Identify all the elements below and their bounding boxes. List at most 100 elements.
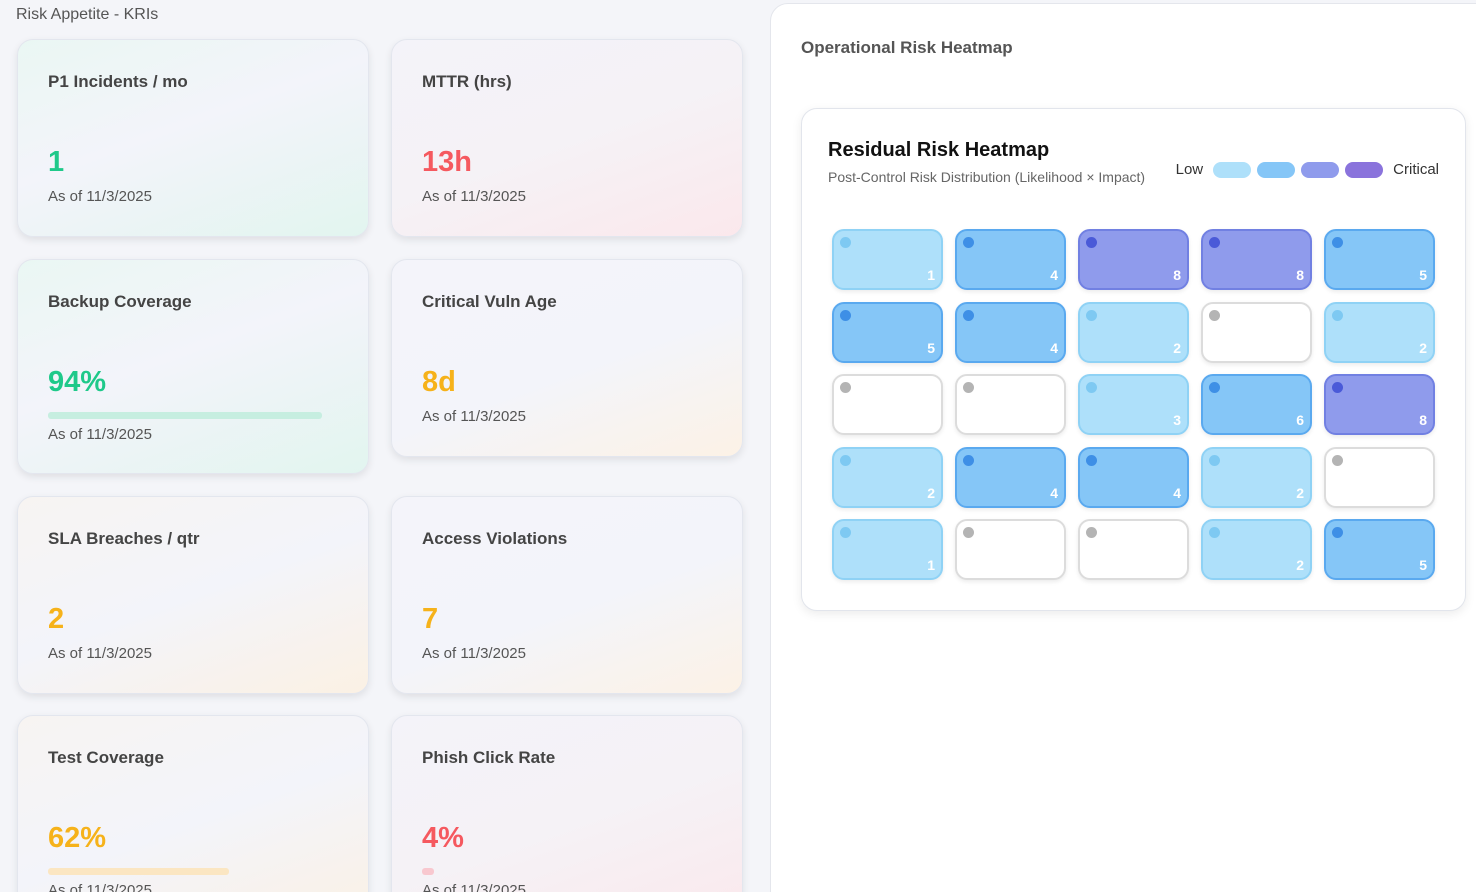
cell-indicator-dot — [1209, 309, 1220, 321]
cell-indicator-dot — [1086, 309, 1097, 321]
kri-as-of: As of 11/3/2025 — [422, 645, 526, 662]
cell-indicator-dot — [840, 382, 851, 393]
heatmap-cell-r3-c3[interactable]: 3 — [1078, 374, 1189, 435]
cell-indicator-dot — [1086, 527, 1097, 538]
cell-count: 2 — [1419, 339, 1427, 356]
kri-card-p1-incidents[interactable]: P1 Incidents / mo 1 As of 11/3/2025 — [17, 39, 369, 237]
heatmap-subtitle: Post-Control Risk Distribution (Likeliho… — [828, 169, 1146, 185]
cell-count: 3 — [1173, 412, 1181, 428]
cell-count: 8 — [1419, 412, 1427, 428]
cell-indicator-dot — [963, 309, 974, 321]
kri-card-critical-vuln-age[interactable]: Critical Vuln Age 8d As of 11/3/2025 — [391, 259, 743, 457]
cell-count: 4 — [1050, 267, 1058, 283]
cell-count: 4 — [1050, 339, 1058, 356]
heatmap-cell-r3-c1[interactable] — [832, 374, 943, 435]
cell-indicator-dot — [1332, 309, 1343, 321]
kri-card-access-violations[interactable]: Access Violations 7 As of 11/3/2025 — [391, 496, 743, 694]
heatmap-cell-r2-c3[interactable]: 2 — [1078, 301, 1189, 363]
kri-label: P1 Incidents / mo — [48, 72, 188, 91]
legend-swatch-3 — [1301, 161, 1340, 178]
heatmap-cell-r4-c5[interactable] — [1324, 446, 1435, 508]
heatmap-cell-r1-c1[interactable]: 1 — [832, 229, 943, 290]
heatmap-cell-r3-c2[interactable] — [955, 374, 1066, 435]
heatmap-cell-r1-c5[interactable]: 5 — [1324, 229, 1435, 290]
legend-high-label: Critical — [1393, 161, 1439, 178]
cell-indicator-dot — [1209, 454, 1220, 466]
cell-count: 2 — [1296, 484, 1304, 501]
heatmap-cell-r1-c4[interactable]: 8 — [1201, 229, 1312, 290]
heatmap-cell-r2-c4[interactable] — [1201, 301, 1312, 363]
heatmap-card: Residual Risk Heatmap Post-Control Risk … — [801, 108, 1466, 611]
cell-count: 2 — [1173, 339, 1181, 356]
cell-indicator-dot — [840, 309, 851, 321]
kri-value: 4% — [422, 822, 464, 854]
kri-label: Backup Coverage — [48, 292, 192, 311]
legend-swatch-4 — [1345, 161, 1384, 178]
kri-label: Access Violations — [422, 529, 568, 548]
heatmap-cell-r1-c2[interactable]: 4 — [955, 229, 1066, 290]
cell-count: 5 — [1419, 557, 1427, 573]
heatmap-cell-r2-c1[interactable]: 5 — [832, 301, 943, 363]
kri-value: 7 — [422, 603, 439, 635]
cell-count: 5 — [927, 339, 935, 356]
kri-as-of: As of 11/3/2025 — [48, 188, 152, 205]
heatmap-title: Residual Risk Heatmap — [828, 139, 1050, 161]
cell-count: 8 — [1173, 267, 1181, 283]
cell-count: 1 — [927, 267, 935, 283]
kri-as-of: As of 11/3/2025 — [48, 426, 152, 443]
kri-label: SLA Breaches / qtr — [48, 529, 200, 548]
kri-value: 13h — [422, 146, 472, 178]
kri-as-of: As of 11/3/2025 — [422, 882, 526, 892]
kri-card-test-coverage[interactable]: Test Coverage 62% As of 11/3/2025 — [17, 715, 369, 892]
heatmap-legend: Low Critical — [1176, 161, 1439, 178]
kri-card-backup-coverage[interactable]: Backup Coverage 94% As of 11/3/2025 — [17, 259, 369, 474]
kri-label: Test Coverage — [48, 748, 164, 767]
heatmap-cell-r5-c1[interactable]: 1 — [832, 519, 943, 580]
panel-title: Operational Risk Heatmap — [801, 38, 1013, 57]
cell-indicator-dot — [963, 382, 974, 393]
kri-card-phish-click-rate[interactable]: Phish Click Rate 4% As of 11/3/2025 — [391, 715, 743, 892]
cell-indicator-dot — [963, 454, 974, 466]
kri-card-sla-breaches[interactable]: SLA Breaches / qtr 2 As of 11/3/2025 — [17, 496, 369, 694]
cell-count: 4 — [1050, 484, 1058, 501]
kri-value: 94% — [48, 366, 107, 398]
kri-value: 62% — [48, 822, 107, 854]
legend-low-label: Low — [1175, 161, 1204, 178]
cell-count: 2 — [1296, 557, 1304, 573]
cell-indicator-dot — [1332, 237, 1343, 248]
kri-card-mttr[interactable]: MTTR (hrs) 13h As of 11/3/2025 — [391, 39, 743, 237]
kri-as-of: As of 11/3/2025 — [422, 408, 526, 425]
cell-count: 4 — [1173, 484, 1181, 501]
kri-label: Phish Click Rate — [422, 748, 556, 767]
heatmap-cell-r1-c3[interactable]: 8 — [1078, 229, 1189, 290]
legend-swatch-2 — [1257, 161, 1296, 178]
progress-bar — [422, 868, 434, 875]
cell-indicator-dot — [963, 237, 974, 248]
kri-value: 1 — [48, 146, 65, 178]
kri-value: 8d — [422, 366, 456, 398]
heatmap-cell-r2-c2[interactable]: 4 — [955, 301, 1066, 363]
legend-swatch-1 — [1213, 161, 1252, 178]
heatmap-cell-r5-c3[interactable] — [1078, 519, 1189, 580]
heatmap-cell-r3-c4[interactable]: 6 — [1201, 374, 1312, 435]
cell-indicator-dot — [1086, 237, 1097, 248]
heatmap-cell-r3-c5[interactable]: 8 — [1324, 374, 1435, 435]
kri-as-of: As of 11/3/2025 — [422, 188, 526, 205]
cell-count: 5 — [1419, 267, 1427, 283]
cell-count: 6 — [1296, 412, 1304, 428]
heatmap-cell-r4-c4[interactable]: 2 — [1201, 446, 1312, 508]
cell-count: 2 — [927, 484, 935, 501]
heatmap-cell-r5-c2[interactable] — [955, 519, 1066, 580]
heatmap-cell-r5-c4[interactable]: 2 — [1201, 519, 1312, 580]
kri-section: Risk Appetite - KRIs P1 Incidents / mo 1… — [16, 6, 743, 892]
heatmap-cell-r5-c5[interactable]: 5 — [1324, 519, 1435, 580]
heatmap-cell-r2-c5[interactable]: 2 — [1324, 301, 1435, 363]
cell-indicator-dot — [1332, 382, 1343, 393]
kri-value: 2 — [48, 603, 65, 635]
heatmap-cell-r4-c2[interactable]: 4 — [955, 446, 1066, 508]
cell-indicator-dot — [840, 527, 851, 538]
heatmap-cell-r4-c1[interactable]: 2 — [832, 446, 943, 508]
heatmap-cell-r4-c3[interactable]: 4 — [1078, 446, 1189, 508]
cell-indicator-dot — [963, 527, 974, 538]
